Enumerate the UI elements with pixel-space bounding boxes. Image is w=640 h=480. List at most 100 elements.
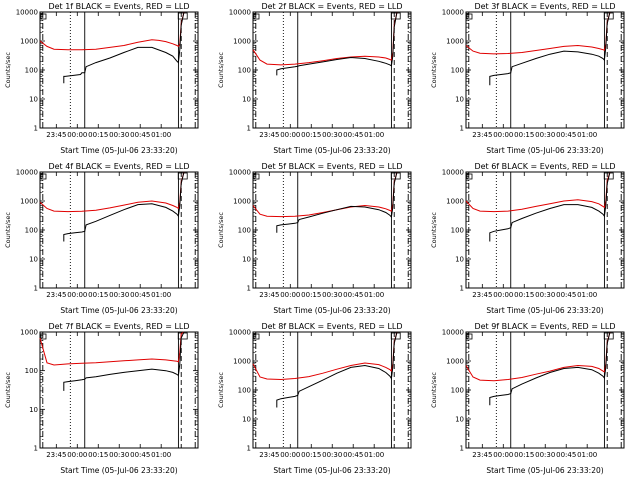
x-tick-label: 00:15 (301, 451, 321, 459)
y-tick-label: 1 (34, 125, 38, 133)
chart-panel-2: Det 2f BLACK = Events, RED = LLD 1 10 100 10… (217, 2, 412, 155)
x-tick-label: 00:30 (109, 451, 129, 459)
plot-frame (252, 331, 412, 449)
chart-title: Det 4f BLACK = Events, RED = LLD (48, 162, 189, 171)
y-tick-label: 1 (460, 445, 464, 453)
y-axis-label: Counts/sec (4, 52, 12, 88)
series-line-lld (39, 331, 185, 366)
x-tick-label: 00:00 (280, 291, 300, 299)
series-line-events (276, 11, 398, 76)
y-tick-label: 1000 (446, 38, 464, 46)
plot-frame (465, 11, 625, 129)
y-tick-label: 10 (29, 96, 38, 104)
y-axis-label: Counts/sec (430, 212, 438, 248)
x-tick-label: 00:15 (514, 291, 534, 299)
chart-panel-4: Det 4f BLACK = Events, RED = LLD 1 10 100 10… (4, 162, 199, 315)
series-line-events (489, 171, 611, 242)
plot-frame (465, 171, 625, 289)
x-tick-label: 01:00 (151, 451, 171, 459)
y-tick-label: 100 (451, 67, 464, 75)
y-tick-label: 100 (238, 227, 251, 235)
x-tick-label: 23:45 (46, 131, 66, 139)
chart-panel-3: Det 3f BLACK = Events, RED = LLD 1 10 100 10… (430, 2, 625, 155)
series-line-lld (252, 331, 398, 381)
plot-frame (39, 171, 199, 289)
y-tick-label: 10 (242, 256, 251, 264)
x-tick-label: 01:00 (364, 291, 384, 299)
y-tick-label: 10000 (229, 169, 251, 177)
x-tick-label: 00:30 (535, 291, 555, 299)
x-tick-label: 00:45 (556, 291, 576, 299)
y-tick-label: 100 (25, 67, 38, 75)
y-tick-label: 1000 (20, 329, 38, 337)
y-tick-label: 1 (247, 285, 251, 293)
y-tick-label: 1 (460, 125, 464, 133)
series-line-lld (39, 11, 185, 51)
x-tick-label: 00:30 (109, 291, 129, 299)
x-tick-label: 00:30 (322, 451, 342, 459)
x-tick-label: 00:30 (322, 131, 342, 139)
y-tick-label: 10000 (442, 9, 464, 17)
x-tick-label: 00:45 (343, 291, 363, 299)
chart-title: Det 5f BLACK = Events, RED = LLD (261, 162, 402, 171)
y-tick-label: 10 (242, 416, 251, 424)
y-tick-label: 1000 (233, 198, 251, 206)
y-tick-label: 100 (25, 367, 38, 375)
x-tick-label: 01:00 (364, 131, 384, 139)
x-tick-label: 00:45 (130, 451, 150, 459)
corner-marker (253, 173, 260, 180)
y-tick-label: 100 (238, 67, 251, 75)
x-tick-label: 00:00 (67, 291, 87, 299)
y-tick-label: 10 (455, 416, 464, 424)
chart-title: Det 1f BLACK = Events, RED = LLD (48, 2, 189, 11)
y-axis-label: Counts/sec (430, 52, 438, 88)
y-tick-label: 1000 (446, 198, 464, 206)
corner-marker (466, 13, 473, 20)
series-line-lld (465, 331, 611, 382)
x-tick-label: 00:45 (130, 131, 150, 139)
x-tick-label: 23:45 (259, 451, 279, 459)
chart-title: Det 3f BLACK = Events, RED = LLD (474, 2, 615, 11)
y-tick-label: 1 (460, 285, 464, 293)
x-axis-label: Start Time (05-Jul-06 23:33:20) (486, 306, 603, 315)
x-tick-label: 00:00 (67, 131, 87, 139)
x-tick-label: 01:00 (151, 131, 171, 139)
x-tick-label: 00:00 (280, 451, 300, 459)
y-tick-label: 10 (455, 256, 464, 264)
x-tick-label: 01:00 (577, 291, 597, 299)
x-tick-label: 23:45 (46, 291, 66, 299)
corner-marker (253, 333, 260, 340)
y-tick-label: 10000 (229, 9, 251, 17)
series-line-events (276, 331, 398, 408)
x-tick-label: 00:45 (556, 451, 576, 459)
chart-title: Det 2f BLACK = Events, RED = LLD (261, 2, 402, 11)
plot-frame (39, 11, 199, 129)
x-tick-label: 00:15 (88, 291, 108, 299)
series-line-events (276, 171, 398, 233)
corner-marker (466, 173, 473, 180)
x-tick-label: 00:45 (343, 451, 363, 459)
y-tick-label: 1 (247, 445, 251, 453)
series-line-lld (252, 11, 398, 66)
chart-panel-7: Det 7f BLACK = Events, RED = LLD 1 10 100 10… (4, 322, 199, 475)
y-tick-label: 10000 (16, 9, 38, 17)
y-axis-label: Counts/sec (217, 372, 225, 408)
x-tick-label: 23:45 (259, 131, 279, 139)
y-axis-label: Counts/sec (430, 372, 438, 408)
x-tick-label: 00:15 (514, 131, 534, 139)
y-tick-label: 1000 (233, 38, 251, 46)
series-line-events (63, 331, 185, 391)
chart-title: Det 6f BLACK = Events, RED = LLD (474, 162, 615, 171)
x-tick-label: 00:00 (493, 291, 513, 299)
y-tick-label: 100 (451, 387, 464, 395)
x-tick-label: 01:00 (577, 131, 597, 139)
x-tick-label: 00:30 (535, 451, 555, 459)
series-line-events (489, 11, 611, 86)
y-tick-label: 10 (242, 96, 251, 104)
y-tick-label: 10000 (442, 329, 464, 337)
series-line-lld (39, 171, 185, 213)
x-axis-label: Start Time (05-Jul-06 23:33:20) (60, 306, 177, 315)
x-tick-label: 23:45 (472, 291, 492, 299)
y-tick-label: 1 (34, 445, 38, 453)
